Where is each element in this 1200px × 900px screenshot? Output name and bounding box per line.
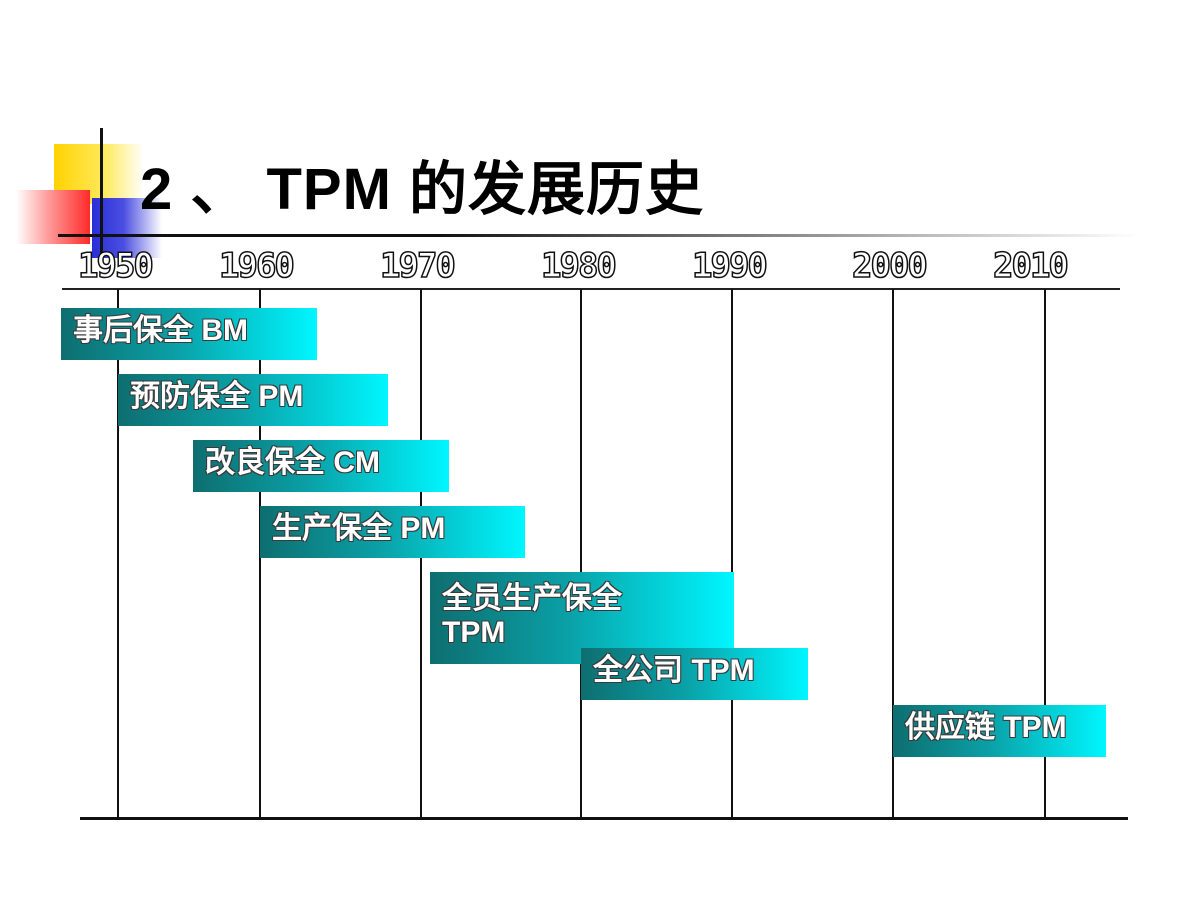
grid-line-1950 bbox=[117, 289, 119, 819]
year-label-1960: 1960 bbox=[218, 245, 295, 287]
timeline-bottom-rule bbox=[80, 817, 1128, 820]
year-label-2000: 2000 bbox=[851, 245, 928, 287]
phase-supply-chain-tpm: 供应链 TPM bbox=[893, 705, 1106, 757]
phase-company-wide-tpm: 全公司 TPM bbox=[581, 648, 808, 700]
year-label-1970: 1970 bbox=[379, 245, 456, 287]
slide-title: 2 、 TPM 的发展历史 bbox=[140, 157, 705, 222]
year-label-1980: 1980 bbox=[540, 245, 617, 287]
phase-productive-maintenance: 生产保全 PM bbox=[260, 506, 525, 558]
decor-vertical-line bbox=[100, 128, 103, 262]
year-label-1990: 1990 bbox=[691, 245, 768, 287]
grid-line-1980 bbox=[580, 289, 582, 819]
year-label-1950: 1950 bbox=[77, 245, 154, 287]
phase-breakdown-maintenance: 事后保全 BM bbox=[61, 308, 317, 360]
title-underline bbox=[58, 234, 1140, 237]
phase-preventive-maintenance: 预防保全 PM bbox=[118, 374, 388, 426]
decor-blue-square bbox=[92, 198, 162, 258]
grid-line-1990 bbox=[731, 289, 733, 819]
grid-line-2010 bbox=[1044, 289, 1046, 819]
grid-line-2000 bbox=[892, 289, 894, 819]
timeline-top-rule bbox=[62, 288, 1120, 290]
year-label-2010: 2010 bbox=[992, 245, 1069, 287]
phase-corrective-maintenance: 改良保全 CM bbox=[193, 440, 449, 492]
